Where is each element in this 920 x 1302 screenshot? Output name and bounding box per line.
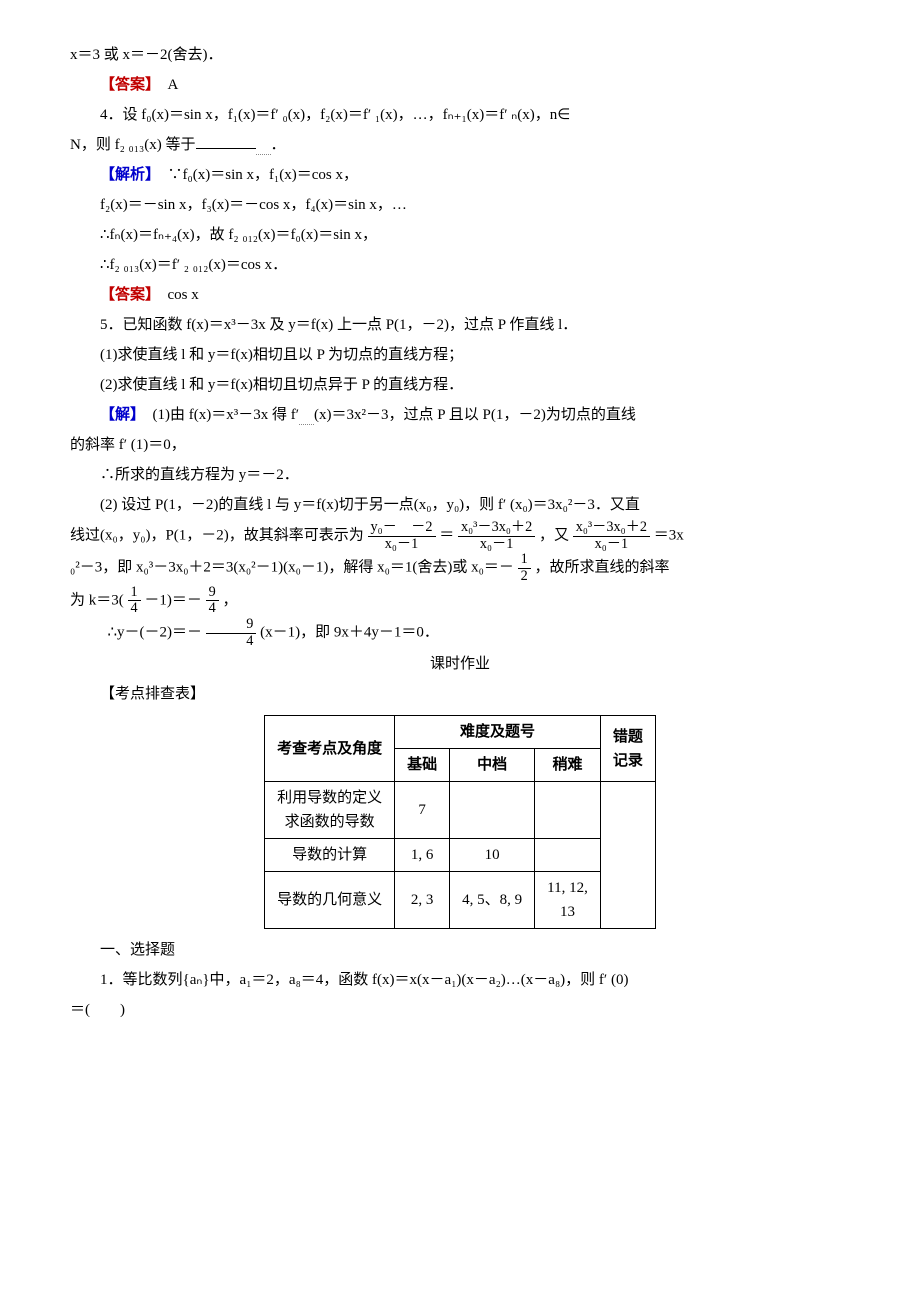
sol5-t1a: (1)由 f(x)＝x³－3x 得 f′ — [138, 407, 300, 423]
cell-mid: 4, 5、8, 9 — [450, 872, 535, 929]
fraction: 94 — [206, 585, 219, 617]
cell-hard: 11, 12,13 — [535, 872, 601, 929]
sol5-t7b: －1)＝－ — [144, 592, 202, 608]
cell-basic: 2, 3 — [395, 872, 450, 929]
sol5-t5b: ，又 — [539, 528, 569, 544]
table-row: 导数的计算 1, 6 10 — [265, 839, 656, 872]
q4-line2: N，则 f₂ ₀₁₃(x) 等于 ． — [70, 130, 850, 160]
frac-den: 4 — [206, 601, 219, 617]
frac-num: 1 — [518, 552, 531, 569]
sol5-t1b: (x)＝3x²－3，过点 P 且以 P(1，－2)为切点的直线 — [314, 407, 636, 423]
sol5-t8a: ∴y－(－2)＝－ — [108, 625, 203, 641]
eq: ＝ — [439, 528, 454, 544]
sol4-line4: ∴f₂ ₀₁₃(x)＝f′ ₂ ₀₁₂(x)＝cos x． — [70, 250, 850, 280]
sol4-line2: f₂(x)＝－sin x，f₃(x)＝－cos x，f₄(x)＝sin x，… — [70, 190, 850, 220]
th-difficulty: 难度及题号 — [395, 716, 601, 749]
q4-line1: 4．设 f₀(x)＝sin x，f₁(x)＝f′ ₀(x)，f₂(x)＝f′ ₁… — [70, 100, 850, 130]
th-mid: 中档 — [450, 749, 535, 782]
sol5-line4: (2) 设过 P(1，－2)的直线 l 与 y＝f(x)切于另一点(x₀，y₀)… — [70, 490, 850, 520]
cell-basic: 1, 6 — [395, 839, 450, 872]
sol5-t6b: ，故所求直线的斜率 — [534, 560, 669, 576]
fraction: y₀－ －2x₀－1 — [368, 520, 436, 552]
frac-num: 9 — [206, 617, 257, 634]
dot-marker — [256, 137, 271, 155]
hw-title: 课时作业 — [70, 649, 850, 679]
checkpoint-table: 考查考点及角度 难度及题号 错题记录 基础 中档 稍难 利用导数的定义求函数的导… — [264, 715, 656, 929]
eq: ＝3x — [654, 528, 684, 544]
answer-value: cos x — [153, 287, 199, 303]
q5-line3: (2)求使直线 l 和 y＝f(x)相切且切点异于 P 的直线方程． — [70, 370, 850, 400]
q1-line1: 1．等比数列{aₙ}中，a₁＝2，a₈＝4，函数 f(x)＝x(x－a₁)(x－… — [70, 965, 850, 995]
sol5-t5a: 线过(x₀，y₀)，P(1，－2)，故其斜率可表示为 — [70, 528, 364, 544]
q5-line2: (1)求使直线 l 和 y＝f(x)相切且以 P 为切点的直线方程； — [70, 340, 850, 370]
answer-label: 【答案】 — [100, 77, 153, 93]
q4-end: ． — [271, 137, 286, 153]
sol5-line2: 的斜率 f′ (1)＝0， — [70, 430, 850, 460]
solution-label: 【解】 — [100, 407, 138, 423]
fraction: x₀³－3x₀＋2x₀－1 — [573, 520, 650, 552]
frac-den: 2 — [518, 569, 531, 585]
answer-label: 【答案】 — [100, 287, 153, 303]
table-row: 导数的几何意义 2, 3 4, 5、8, 9 11, 12,13 — [265, 872, 656, 929]
frac-den: 4 — [206, 634, 257, 650]
fraction: 94 — [206, 617, 257, 649]
th-hard: 稍难 — [535, 749, 601, 782]
cell-hard — [535, 782, 601, 839]
frac-num: x₀³－3x₀＋2 — [458, 520, 535, 537]
sol5-line7: 为 k＝3( 14 －1)＝－ 94 ， — [70, 585, 850, 617]
q5-line1: 5．已知函数 f(x)＝x³－3x 及 y＝f(x) 上一点 P(1，－2)，过… — [70, 310, 850, 340]
table-row: 利用导数的定义求函数的导数 7 — [265, 782, 656, 839]
frac-den: x₀－1 — [368, 537, 436, 553]
frac-den: x₀－1 — [458, 537, 535, 553]
frac-den: x₀－1 — [573, 537, 650, 553]
fill-blank — [196, 135, 256, 150]
fraction: x₀³－3x₀＋2x₀－1 — [458, 520, 535, 552]
fraction: 12 — [518, 552, 531, 584]
cell-mid: 10 — [450, 839, 535, 872]
cell-error — [600, 782, 655, 929]
cell-mid — [450, 782, 535, 839]
cell-topic: 导数的几何意义 — [265, 872, 395, 929]
sol4-t1: ∵f₀(x)＝sin x，f₁(x)＝cos x， — [153, 167, 358, 183]
section-1: 一、选择题 — [70, 935, 850, 965]
sol5-t7c: ， — [223, 592, 238, 608]
frac-num: 1 — [128, 585, 141, 602]
sol5-line8: ∴y－(－2)＝－ 94 (x－1)，即 9x＋4y－1＝0． — [70, 617, 850, 649]
dot-marker — [299, 407, 314, 425]
line-top: x＝3 或 x＝－2(舍去)． — [70, 40, 850, 70]
frac-num: x₀³－3x₀＋2 — [573, 520, 650, 537]
answer-3: 【答案】 A — [70, 70, 850, 100]
cell-basic: 7 — [395, 782, 450, 839]
sol5-t6a: ₀²－3，即 x₀³－3x₀＋2＝3(x₀²－1)(x₀－1)，解得 x₀＝1(… — [70, 560, 514, 576]
q4-text: N，则 f₂ ₀₁₃(x) 等于 — [70, 137, 196, 153]
answer-value: A — [153, 77, 179, 93]
answer-4: 【答案】 cos x — [70, 280, 850, 310]
table-title: 【考点排查表】 — [70, 679, 850, 709]
cell-topic: 利用导数的定义求函数的导数 — [265, 782, 395, 839]
sol5-t8b: (x－1)，即 9x＋4y－1＝0． — [260, 625, 439, 641]
frac-num: 9 — [206, 585, 219, 602]
th-topic: 考查考点及角度 — [265, 716, 395, 782]
sol5-line3: ∴所求的直线方程为 y＝－2． — [70, 460, 850, 490]
sol4-line1: 【解析】 ∵f₀(x)＝sin x，f₁(x)＝cos x， — [70, 160, 850, 190]
table-row: 考查考点及角度 难度及题号 错题记录 — [265, 716, 656, 749]
solution-label: 【解析】 — [100, 167, 153, 183]
frac-num: y₀－ －2 — [368, 520, 436, 537]
sol5-line6: ₀²－3，即 x₀³－3x₀＋2＝3(x₀²－1)(x₀－1)，解得 x₀＝1(… — [70, 552, 850, 584]
sol5-t7a: 为 k＝3( — [70, 592, 124, 608]
sol5-line5: 线过(x₀，y₀)，P(1，－2)，故其斜率可表示为 y₀－ －2x₀－1 ＝ … — [70, 520, 850, 552]
sol4-line3: ∴fₙ(x)＝fₙ₊₄(x)，故 f₂ ₀₁₂(x)＝f₀(x)＝sin x， — [70, 220, 850, 250]
cell-topic: 导数的计算 — [265, 839, 395, 872]
frac-den: 4 — [128, 601, 141, 617]
cell-hard — [535, 839, 601, 872]
sol5-line1: 【解】 (1)由 f(x)＝x³－3x 得 f′ (x)＝3x²－3，过点 P … — [70, 400, 850, 430]
fraction: 14 — [128, 585, 141, 617]
th-basic: 基础 — [395, 749, 450, 782]
q1-line2: ＝( ) — [70, 995, 850, 1025]
th-error: 错题记录 — [600, 716, 655, 782]
